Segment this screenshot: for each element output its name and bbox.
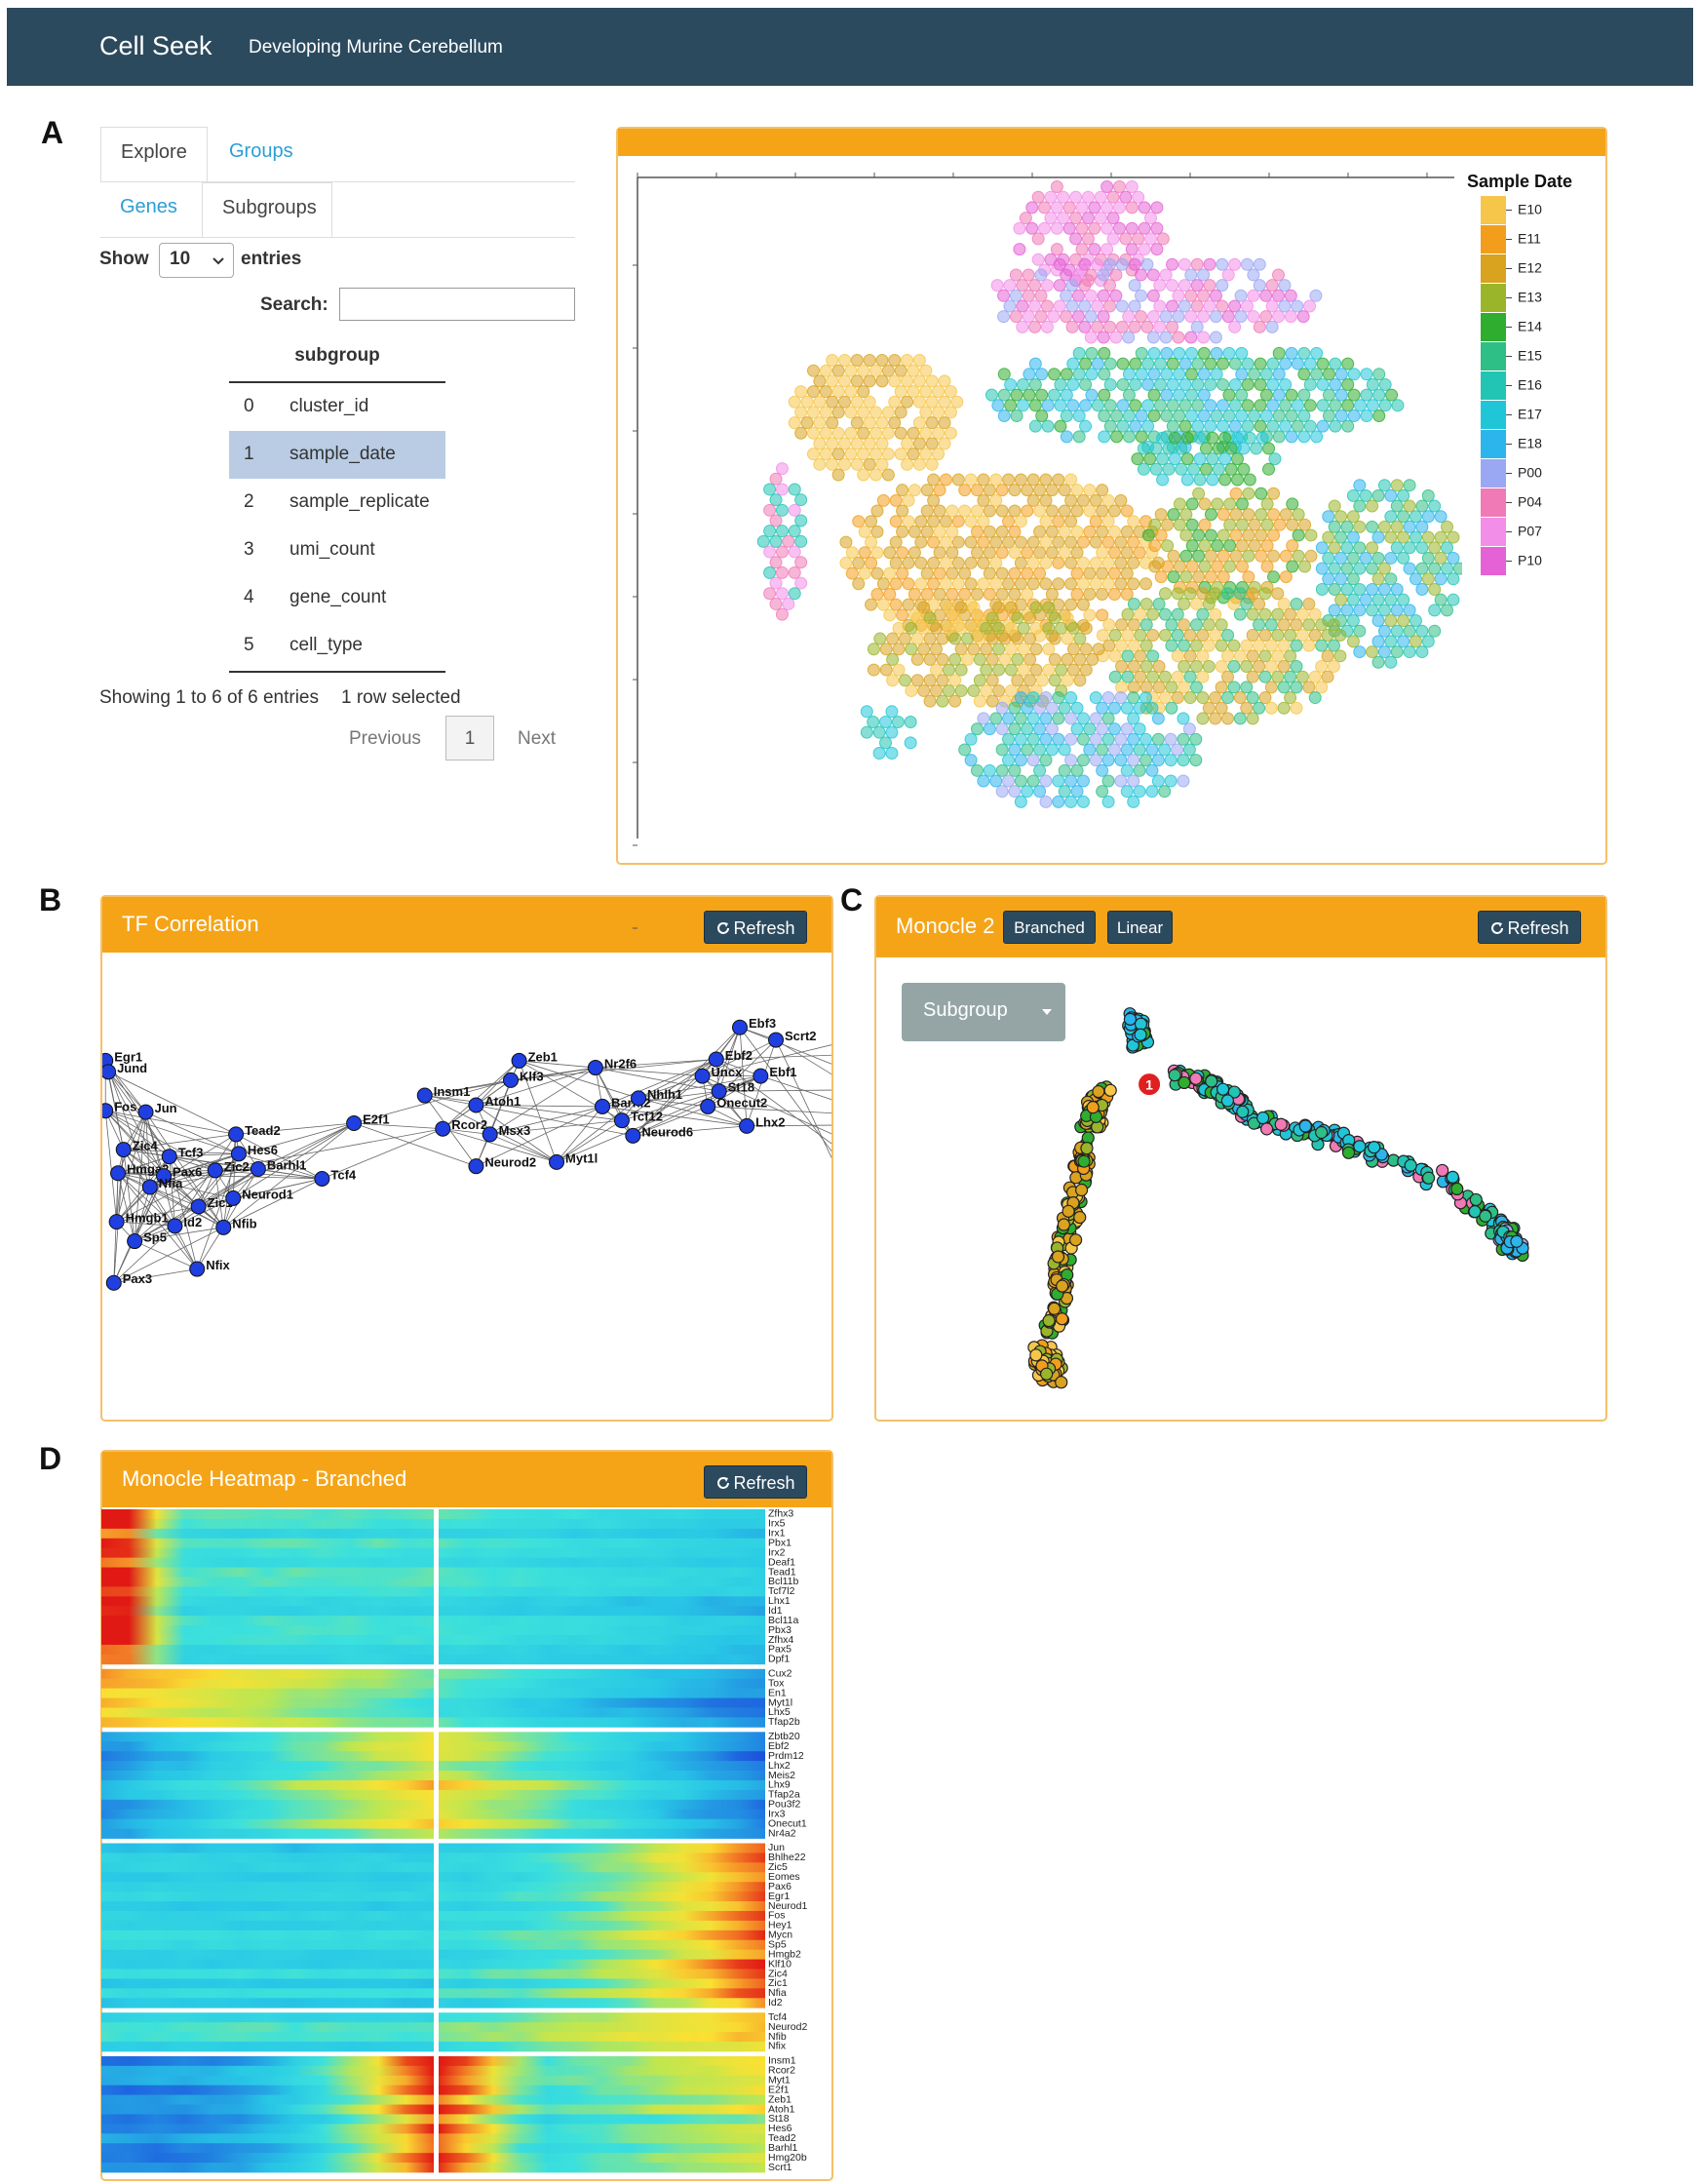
panel-letter: C: [840, 882, 864, 917]
row-name: umi_count: [290, 539, 375, 560]
table-row[interactable]: 2 sample_replicate: [229, 479, 445, 526]
tab[interactable]: Subgroups: [202, 182, 332, 238]
refresh-button[interactable]: Refresh: [704, 1465, 807, 1499]
branched-button[interactable]: Branched: [1003, 911, 1096, 944]
table-header-border: [229, 381, 445, 383]
row-name: sample_replicate: [290, 491, 430, 512]
row-name: cell_type: [290, 635, 363, 655]
panel-letter: B: [39, 882, 62, 917]
tab-border: [100, 181, 575, 182]
panel-header: Monocle 2 Branched Linear Refresh: [876, 897, 1605, 957]
tf-correlation-panel: TF Correlation Refresh: [100, 895, 833, 1422]
search-input[interactable]: [339, 288, 575, 321]
subgroup-dropdown[interactable]: Subgroup: [902, 983, 1065, 1041]
brand[interactable]: Cell Seek: [99, 31, 212, 60]
button-label: Refresh: [1507, 918, 1569, 938]
table-footer-border: [229, 671, 445, 673]
tab-border: [100, 237, 575, 238]
tab[interactable]: Explore: [100, 127, 208, 182]
table-row[interactable]: 3 umi_count: [229, 526, 445, 574]
row-index: 1: [244, 444, 254, 464]
tab[interactable]: Genes: [120, 196, 177, 217]
monocle-panel: Monocle 2 Branched Linear Refresh Subgro…: [874, 895, 1607, 1422]
row-index: 4: [244, 587, 254, 607]
caret: [212, 257, 224, 265]
table-header[interactable]: subgroup: [294, 345, 380, 366]
row-name: sample_date: [290, 444, 396, 464]
selection-info: 1 row selected: [341, 687, 461, 708]
caret: [1042, 1009, 1052, 1015]
navbar: Cell Seek Developing Murine Cerebellum: [7, 8, 1693, 86]
search-label: Search:: [260, 294, 328, 315]
row-index: 5: [244, 635, 254, 655]
row-name: cluster_id: [290, 396, 369, 416]
refresh-icon: [1491, 922, 1504, 934]
button-label: Refresh: [733, 1473, 795, 1493]
embedding-panel: [616, 127, 1607, 865]
refresh-button[interactable]: Refresh: [1478, 911, 1581, 944]
panel-title: Monocle Heatmap - Branched: [122, 1466, 407, 1491]
table-row[interactable]: 4 gene_count: [229, 574, 445, 622]
table-row[interactable]: 5 cell_type: [229, 622, 445, 670]
panel-header: [618, 129, 1605, 156]
pagination-page[interactable]: 1: [445, 716, 494, 760]
panel-letter: D: [39, 1441, 62, 1476]
pagination-next[interactable]: Next: [518, 728, 557, 749]
table-info: Showing 1 to 6 of 6 entries: [99, 687, 319, 708]
refresh-icon: [717, 922, 730, 934]
linear-button[interactable]: Linear: [1107, 911, 1173, 944]
page-length-select[interactable]: 10: [159, 243, 234, 278]
tab[interactable]: Groups: [229, 140, 293, 162]
button-label: Refresh: [733, 918, 795, 938]
dropdown-label: Subgroup: [923, 999, 1008, 1021]
entries-label: entries: [241, 249, 302, 269]
panel-header: Monocle Heatmap - Branched Refresh: [102, 1452, 831, 1507]
pagination-previous[interactable]: Previous: [349, 728, 421, 749]
subtitle: Developing Murine Cerebellum: [249, 37, 503, 58]
table-row[interactable]: 1 sample_date: [229, 431, 445, 479]
heatmap-panel: Monocle Heatmap - Branched Refresh: [100, 1450, 833, 2181]
panel-title: TF Correlation: [122, 912, 259, 936]
table-row[interactable]: 0 cluster_id: [229, 383, 445, 431]
panel-title: Monocle 2: [896, 914, 995, 938]
row-index: 2: [244, 491, 254, 512]
panel-header: TF Correlation Refresh: [102, 897, 831, 953]
select-value: 10: [170, 249, 191, 269]
show-label: Show: [99, 249, 149, 269]
panel-letter: A: [41, 115, 64, 150]
row-index: 0: [244, 396, 254, 416]
row-name: gene_count: [290, 587, 387, 607]
row-index: 3: [244, 539, 254, 560]
refresh-button[interactable]: Refresh: [704, 911, 807, 944]
refresh-icon: [717, 1477, 730, 1489]
